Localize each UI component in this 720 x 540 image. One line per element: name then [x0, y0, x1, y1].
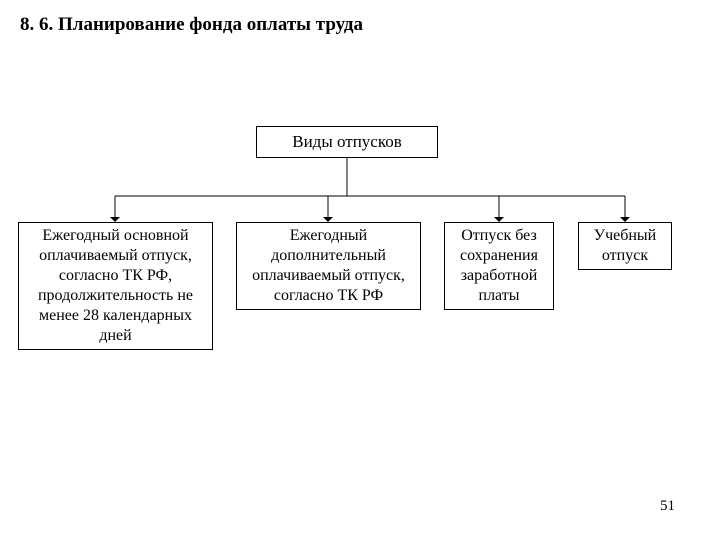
page-number: 51: [660, 498, 675, 515]
connector-lines: [0, 0, 720, 540]
